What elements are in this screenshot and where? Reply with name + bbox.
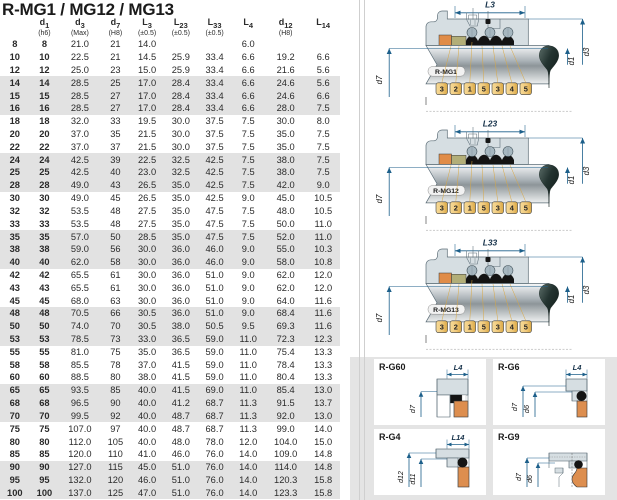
svg-text:5: 5 <box>482 84 486 93</box>
svg-text:2: 2 <box>454 322 458 331</box>
svg-text:L3: L3 <box>485 0 495 10</box>
svg-text:2: 2 <box>454 84 458 93</box>
svg-text:d7: d7 <box>375 313 384 322</box>
svg-text:3: 3 <box>496 84 500 93</box>
svg-text:3: 3 <box>440 84 444 93</box>
svg-text:3: 3 <box>496 203 500 212</box>
svg-text:5: 5 <box>524 203 528 212</box>
svg-text:3: 3 <box>496 322 500 331</box>
svg-text:d3: d3 <box>582 285 591 294</box>
svg-text:d1: d1 <box>567 295 576 304</box>
svg-text:3: 3 <box>440 203 444 212</box>
svg-text:d3: d3 <box>582 166 591 175</box>
svg-text:1: 1 <box>468 84 472 93</box>
svg-text:d7: d7 <box>375 194 384 203</box>
svg-text:R-MG1: R-MG1 <box>435 69 457 76</box>
svg-text:5: 5 <box>482 322 486 331</box>
svg-text:R-MG13: R-MG13 <box>433 307 459 314</box>
svg-text:R-MG12: R-MG12 <box>433 188 459 195</box>
svg-text:5: 5 <box>524 322 528 331</box>
svg-text:3: 3 <box>440 322 444 331</box>
svg-text:5: 5 <box>524 84 528 93</box>
svg-text:L23: L23 <box>483 119 498 129</box>
svg-text:L33: L33 <box>483 238 498 248</box>
svg-text:d7: d7 <box>375 75 384 84</box>
svg-text:1: 1 <box>468 322 472 331</box>
svg-text:2: 2 <box>454 203 458 212</box>
svg-text:d1: d1 <box>567 176 576 185</box>
svg-text:d3: d3 <box>582 47 591 56</box>
svg-text:1: 1 <box>468 203 472 212</box>
svg-text:d1: d1 <box>567 57 576 66</box>
svg-text:5: 5 <box>482 203 486 212</box>
